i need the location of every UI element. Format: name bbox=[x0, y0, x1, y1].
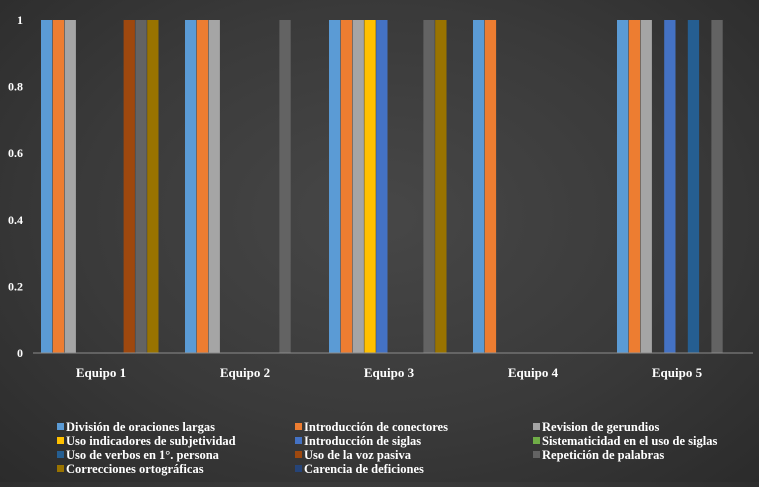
y-tick-label: 1 bbox=[17, 13, 23, 27]
legend-swatch bbox=[533, 423, 540, 430]
legend-swatch bbox=[57, 451, 64, 458]
bar bbox=[185, 20, 197, 353]
bar bbox=[52, 20, 65, 353]
bar bbox=[147, 20, 159, 353]
legend-item: Introducción de conectores bbox=[295, 420, 448, 434]
legend-item: Repetición de palabras bbox=[533, 448, 664, 462]
bar bbox=[208, 20, 220, 353]
bar bbox=[64, 20, 76, 353]
legend-item: Uso de la voz pasiva bbox=[295, 448, 412, 462]
bar bbox=[352, 20, 364, 353]
x-axis: Equipo 1 Equipo 2 Equipo 3 Equipo 4 Equipo 5 bbox=[76, 365, 703, 380]
legend-label: División de oraciones largas bbox=[66, 420, 215, 434]
bar bbox=[376, 20, 388, 353]
y-tick-label: 0.4 bbox=[8, 213, 23, 227]
x-category-label: Equipo 3 bbox=[364, 365, 415, 380]
bar bbox=[279, 20, 291, 353]
legend-label: Uso de la voz pasiva bbox=[304, 448, 412, 462]
bars bbox=[41, 20, 723, 353]
legend-label: Correcciones ortográficas bbox=[66, 462, 204, 476]
legend-label: Carencia de deficiones bbox=[304, 462, 424, 476]
bar bbox=[329, 20, 341, 353]
bar bbox=[435, 20, 447, 353]
bar bbox=[640, 20, 652, 353]
x-category-label: Equipo 2 bbox=[220, 365, 270, 380]
legend-item: Uso de verbos en 1°. persona bbox=[57, 448, 220, 462]
bar bbox=[41, 20, 53, 353]
bar bbox=[473, 20, 485, 353]
bar bbox=[196, 20, 209, 353]
bar bbox=[664, 20, 676, 353]
legend-item: Carencia de deficiones bbox=[295, 462, 424, 476]
y-axis: 0 0.2 0.4 0.6 0.8 1 bbox=[8, 13, 23, 360]
bar bbox=[135, 20, 147, 353]
legend-swatch bbox=[533, 451, 540, 458]
legend-label: Sistematicidad en el uso de siglas bbox=[542, 434, 717, 448]
bar bbox=[628, 20, 641, 353]
legend-swatch bbox=[57, 437, 64, 444]
x-category-label: Equipo 4 bbox=[508, 365, 559, 380]
legend-label: Introducción de conectores bbox=[304, 420, 448, 434]
bar bbox=[340, 20, 353, 353]
y-tick-label: 0 bbox=[17, 346, 23, 360]
legend-item: Revision de gerundios bbox=[533, 420, 660, 434]
y-tick-label: 0.2 bbox=[8, 279, 23, 293]
legend-item: Uso indicadores de subjetividad bbox=[57, 434, 236, 448]
bar bbox=[423, 20, 435, 353]
bar bbox=[617, 20, 629, 353]
legend-label: Uso de verbos en 1°. persona bbox=[66, 448, 220, 462]
legend-item: Sistematicidad en el uso de siglas bbox=[533, 434, 717, 448]
bar bbox=[687, 20, 700, 353]
x-category-label: Equipo 1 bbox=[76, 365, 126, 380]
legend: División de oraciones largas Introducción… bbox=[57, 420, 717, 476]
y-tick-label: 0.8 bbox=[8, 80, 23, 94]
legend-swatch bbox=[295, 423, 302, 430]
legend-label: Revision de gerundios bbox=[542, 420, 660, 434]
x-category-label: Equipo 5 bbox=[652, 365, 703, 380]
legend-swatch bbox=[533, 437, 540, 444]
legend-swatch bbox=[295, 437, 302, 444]
legend-label: Repetición de palabras bbox=[542, 448, 664, 462]
legend-swatch bbox=[295, 451, 302, 458]
legend-item: Correcciones ortográficas bbox=[57, 462, 204, 476]
legend-swatch bbox=[295, 465, 302, 472]
legend-swatch bbox=[57, 423, 64, 430]
legend-label: Introducción de siglas bbox=[304, 434, 421, 448]
y-tick-label: 0.6 bbox=[8, 146, 23, 160]
legend-item: Introducción de siglas bbox=[295, 434, 421, 448]
legend-label: Uso indicadores de subjetividad bbox=[66, 434, 236, 448]
bar bbox=[711, 20, 723, 353]
legend-swatch bbox=[57, 465, 64, 472]
bar bbox=[364, 20, 376, 353]
legend-item: División de oraciones largas bbox=[57, 420, 215, 434]
bar bbox=[484, 20, 497, 353]
bar bbox=[123, 20, 135, 353]
